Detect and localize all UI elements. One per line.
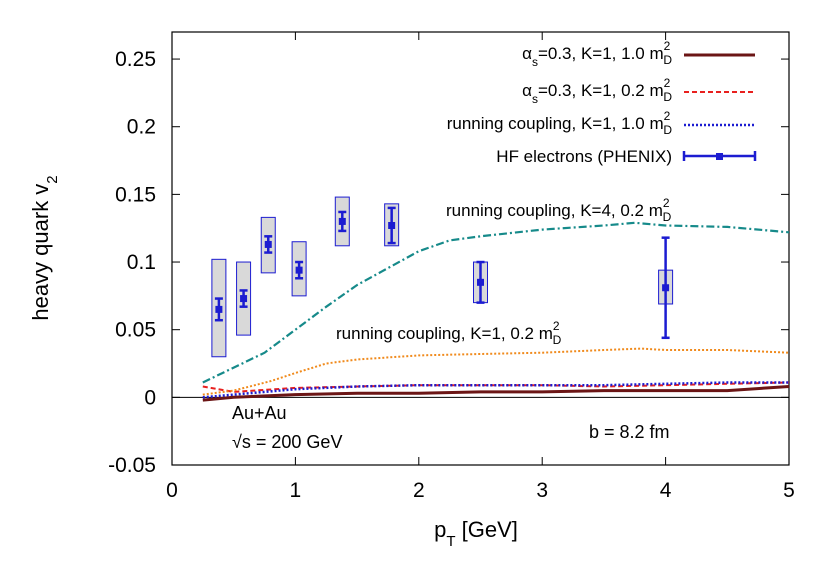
y-tick-label: 0.15 [115,183,156,206]
collision-system: Au+Au [232,403,287,423]
x-tick-label: 3 [536,479,548,502]
data-point [264,240,272,248]
impact-parameter: b = 8.2 fm [589,422,670,442]
data-point [295,266,303,274]
legend-label-2: αs=0.3, K=1, 0.2 m2 D [522,76,672,106]
data-point [215,305,223,313]
axis-tick-labels: 0 1 2 3 4 5 -0.05 0 0.05 0.1 0.15 0.2 0.25 [108,48,795,502]
y-tick-label: 0 [144,386,156,409]
series-line-s2 [202,381,790,393]
y-tick-label: 0.2 [127,116,156,139]
data-point [388,221,396,229]
series-line-s3 [202,381,789,399]
y-tick-label: 0.1 [127,251,156,274]
annotation-k4: running coupling, K=4, 0.2 m2 D [446,196,672,224]
x-tick-label: 5 [783,479,795,502]
series-line-s5 [202,221,790,384]
x-tick-label: 1 [290,479,302,502]
y-axis-title: heavy quark v2 [28,175,61,320]
series-layer [202,221,790,402]
legend-label-4: HF electrons (PHENIX) [496,147,672,166]
data-point [477,278,484,286]
data-points-layer [211,196,674,358]
legend: αs=0.3, K=1, 1.0 m2 D αs=0.3, K=1, 0.2 m2… [447,39,757,166]
data-point [240,295,248,303]
series-line-s4 [202,347,790,396]
legend-symbol-data [682,151,757,161]
collision-energy: √s = 200 GeV [232,432,342,452]
y-tick-label: 0.25 [115,48,156,71]
x-tick-label: 4 [660,479,672,502]
annotation-k1: running coupling, K=1, 0.2 m2 D [336,319,562,347]
y-tick-label: -0.05 [108,454,156,477]
series-line-s1 [202,385,790,402]
x-tick-label: 2 [413,479,425,502]
data-point [338,217,346,225]
data-point [662,284,670,292]
legend-label-3: running coupling, K=1, 1.0 m2 D [447,109,673,137]
axis-ticks [171,32,790,466]
plot-frame [171,31,790,466]
x-tick-label: 0 [166,479,178,502]
x-axis-title: pT [GeV] [434,517,518,550]
y-tick-label: 0.05 [115,319,156,342]
legend-label-1: αs=0.3, K=1, 1.0 m2 D [522,39,672,69]
